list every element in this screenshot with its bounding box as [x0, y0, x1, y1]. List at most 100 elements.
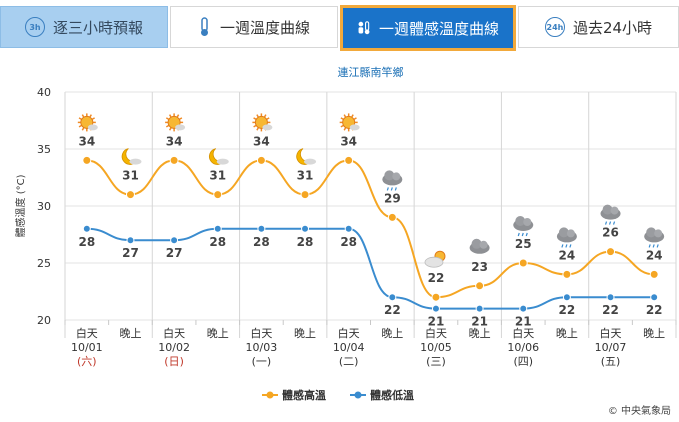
sun-ray — [165, 124, 170, 128]
rain-drop — [521, 232, 524, 237]
x-tick-label: 白天 — [338, 326, 360, 340]
sun-ray — [78, 117, 83, 121]
sun-ray — [343, 114, 347, 118]
x-tick-label: 晚上 — [469, 327, 491, 340]
high-temp-point — [387, 212, 397, 222]
low-temp-point — [344, 224, 353, 233]
sun-ray — [81, 114, 85, 118]
low-temp-label: 22 — [384, 303, 401, 317]
y-tick-label: 20 — [37, 314, 51, 327]
sun-ray — [253, 117, 257, 121]
rain-drop — [565, 244, 568, 248]
thermometer-icon — [198, 17, 212, 37]
low-temp-label: 28 — [78, 235, 95, 249]
small-cloud — [87, 124, 98, 131]
tab-3-hour-forecast[interactable]: 3h 逐三小時預報 — [0, 6, 168, 48]
high-temp-point — [256, 155, 266, 165]
high-temp-label: 25 — [515, 237, 532, 251]
low-temp-label: 22 — [559, 303, 576, 317]
sun-ray — [263, 114, 267, 118]
cloud-puff — [384, 170, 395, 181]
high-temp-point — [431, 292, 441, 302]
small-cloud — [216, 158, 229, 165]
low-temp-label: 27 — [122, 246, 139, 260]
high-temp-point — [213, 190, 223, 200]
rain-drop — [386, 187, 389, 191]
copyright-text: © 中央氣象局 — [607, 406, 671, 417]
high-temp-point — [649, 269, 659, 279]
legend-marker — [266, 391, 274, 399]
sun-ray — [351, 114, 354, 118]
sun-ray — [168, 114, 172, 118]
x-weekday-label: (六) — [77, 355, 97, 368]
cloudy-icon — [469, 238, 490, 254]
high-temp-label: 34 — [166, 134, 183, 148]
low-temp-point — [388, 293, 397, 302]
sunny-icon — [165, 113, 186, 132]
y-tick-label: 35 — [37, 143, 51, 156]
high-temp-label: 22 — [428, 271, 445, 285]
high-temp-label: 34 — [78, 134, 95, 148]
x-weekday-label: (二) — [339, 355, 359, 368]
tab-bar: 3h 逐三小時預報 一週溫度曲線 一週體感溫度曲線 24h 過去24小時 — [0, 0, 679, 52]
low-temp-label: 21 — [515, 315, 532, 329]
cloud-puff — [654, 229, 663, 238]
y-tick-label: 30 — [37, 200, 51, 213]
high-temp-label: 26 — [602, 226, 619, 240]
low-temp-point — [606, 293, 615, 302]
high-temp-label: 29 — [384, 191, 401, 205]
legend-label: 體感低溫 — [370, 388, 414, 402]
rain-drop — [656, 244, 659, 248]
cloud-puff — [479, 240, 488, 249]
x-tick-label: 晚上 — [381, 327, 403, 340]
low-temp-label: 28 — [209, 235, 226, 249]
low-temp-label: 22 — [602, 303, 619, 317]
high-temp-point — [169, 155, 179, 165]
x-date-label: 10/06 — [507, 341, 539, 354]
moon-icon — [209, 148, 229, 165]
x-date-label: 10/04 — [333, 341, 365, 354]
x-tick-label: 晚上 — [643, 327, 665, 340]
low-temp-label: 22 — [646, 303, 663, 317]
rain-drop — [652, 244, 655, 248]
3h-clock-icon: 3h — [24, 17, 45, 37]
x-date-label: 10/01 — [71, 341, 103, 354]
low-temp-point — [170, 236, 179, 245]
x-tick-label: 白天 — [163, 326, 185, 340]
cloud-puff — [610, 206, 619, 215]
tab-past-24-hours[interactable]: 24h 過去24小時 — [518, 6, 679, 48]
sunny-icon — [252, 113, 273, 132]
rain-drop — [525, 232, 528, 237]
cloud-puff — [646, 227, 657, 238]
sun-ray — [256, 114, 260, 118]
y-tick-label: 25 — [37, 257, 51, 270]
24h-clock-icon: 24h — [544, 17, 565, 37]
cloud-puff — [392, 172, 401, 181]
high-temp-label: 23 — [471, 260, 488, 274]
x-weekday-label: (五) — [601, 355, 621, 368]
tab-label: 一週體感溫度曲線 — [378, 19, 499, 38]
low-temp-label: 28 — [297, 235, 314, 249]
low-temp-line — [86, 227, 655, 310]
tab-weekly-feels-like[interactable]: 一週體感溫度曲線 — [340, 5, 516, 51]
tab-weekly-temperature[interactable]: 一週溫度曲線 — [170, 6, 338, 48]
low-temp-label: 27 — [166, 246, 183, 260]
low-temp-point — [301, 224, 310, 233]
tab-label: 逐三小時預報 — [52, 18, 143, 37]
x-tick-label: 晚上 — [119, 327, 141, 340]
legend-marker — [354, 391, 362, 399]
low-temp-point — [650, 293, 659, 302]
high-temp-point — [125, 190, 135, 200]
high-temp-label: 24 — [646, 248, 663, 262]
small-cloud — [129, 158, 142, 165]
low-temp-point — [257, 224, 266, 233]
high-temp-label: 34 — [340, 134, 357, 148]
low-temp-point — [519, 304, 528, 313]
y-axis-label: 體感溫度 (°C) — [14, 174, 27, 237]
x-tick-label: 白天 — [425, 326, 447, 340]
high-temp-point — [344, 155, 354, 165]
x-tick-label: 晚上 — [207, 327, 229, 340]
cloudy-rain-icon — [644, 227, 665, 248]
feels-like-icon — [357, 18, 371, 38]
small-cloud — [175, 124, 186, 131]
